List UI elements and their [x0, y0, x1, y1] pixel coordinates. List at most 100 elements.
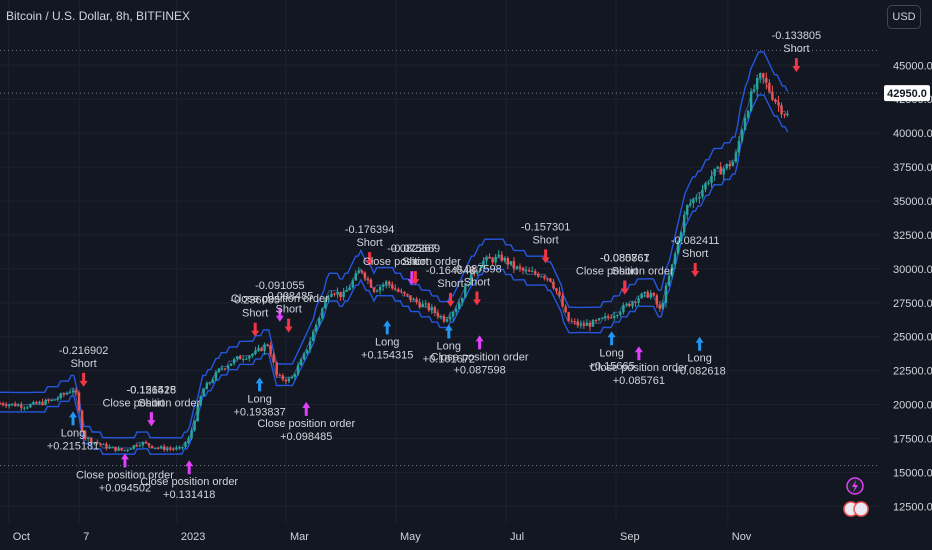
candle-body: [184, 442, 187, 448]
candle-body: [676, 241, 680, 254]
candle-body: [312, 331, 315, 342]
candle-body: [603, 316, 607, 318]
trade-value: +0.094502: [99, 482, 151, 494]
candle-body: [187, 438, 190, 443]
price-tick-label: 37500.0: [893, 162, 932, 174]
trade-marker-short: Short-0.098485: [264, 291, 314, 333]
candle-body: [369, 279, 373, 288]
arrow-up-icon: [634, 346, 643, 361]
candle-body: [77, 392, 81, 411]
arrow-up-icon: [383, 320, 392, 335]
candle-body: [263, 344, 266, 352]
candle-body: [670, 264, 674, 277]
candle-body: [573, 321, 576, 323]
candle-body: [14, 403, 17, 407]
arrow-up-icon: [120, 453, 129, 468]
candle-body: [448, 316, 452, 320]
trade-label: Short: [402, 256, 428, 268]
arrow-down-icon: [79, 372, 88, 387]
candle-body: [564, 306, 567, 313]
candle-body: [132, 445, 136, 449]
trade-marker-close: Close position order-0.091055: [231, 280, 329, 322]
candle-body: [524, 270, 528, 272]
trade-label: Long: [687, 353, 711, 365]
candle-body: [239, 356, 242, 360]
candle-body: [266, 344, 269, 346]
candle-body: [172, 448, 175, 450]
candle-body: [315, 324, 318, 332]
candle-body: [351, 280, 354, 288]
trade-label: Short: [532, 234, 558, 246]
candle-body: [424, 303, 427, 305]
candle-body: [619, 312, 622, 315]
time-axis[interactable]: Oct 7 2023 Mar May Jul Sep Nov: [13, 531, 752, 543]
candle-body: [166, 448, 169, 451]
candle-body: [704, 183, 707, 190]
candle-body: [570, 320, 573, 322]
candle-body: [430, 307, 434, 311]
candle-body: [661, 303, 665, 309]
candle-body: [366, 278, 370, 280]
currency-button[interactable]: USD: [887, 5, 921, 29]
time-tick-label: May: [400, 531, 421, 543]
trade-marker-long: Long+0.215181: [47, 411, 99, 452]
candle-body: [47, 399, 50, 401]
arrow-up-icon: [695, 336, 704, 351]
candle-body: [509, 261, 513, 265]
price-tick-label: 20000.0: [893, 400, 932, 412]
candle-body: [360, 270, 364, 273]
candle-body: [7, 404, 11, 407]
trade-marker-short: Short-0.082411: [671, 235, 720, 277]
candle-body: [339, 291, 342, 298]
candle-body: [421, 303, 424, 308]
candle-body: [540, 276, 543, 278]
trade-label: Short: [356, 237, 382, 249]
trade-label: Long: [61, 427, 85, 439]
candle-body: [403, 291, 406, 294]
candle-body: [80, 410, 84, 432]
candle-body: [65, 392, 69, 395]
candle-body: [38, 401, 41, 404]
trade-marker-close: Close position order+0.131418: [140, 460, 238, 501]
candle-body: [667, 276, 671, 286]
trade-value: -0.098485: [264, 291, 314, 303]
candle-body: [622, 304, 625, 313]
trade-marker-short: Short-0.236085: [230, 295, 280, 337]
candle-body: [567, 312, 570, 321]
candle-body: [117, 448, 120, 451]
candle-body: [473, 271, 476, 274]
candle-body: [211, 379, 215, 383]
candle-body: [330, 293, 333, 297]
candle-body: [521, 268, 525, 271]
last-price-text: 42950.0: [887, 88, 927, 100]
trade-label: Short: [612, 266, 638, 278]
price-tick-label: 17500.0: [893, 434, 932, 446]
candle-body: [348, 287, 351, 291]
candle-body: [129, 448, 132, 450]
candle-body: [254, 350, 257, 354]
candle-body: [68, 392, 72, 394]
trade-value: -0.176394: [345, 224, 395, 236]
trade-label: Close position order: [102, 397, 200, 409]
price-axis[interactable]: 45000.042500.040000.037500.035000.032500…: [893, 60, 932, 513]
candle-body: [363, 272, 367, 279]
candle-body: [786, 113, 789, 115]
trade-label: Short: [275, 304, 301, 316]
candle-body: [375, 290, 379, 292]
price-tick-label: 22500.0: [893, 366, 932, 378]
trade-marker-close: Close position order+0.085761: [590, 346, 688, 387]
price-tick-label: 15000.0: [893, 467, 932, 479]
candle-body: [725, 163, 728, 169]
candle-body: [637, 298, 640, 303]
trade-label: Close position order: [590, 362, 688, 374]
trade-label: Short: [138, 397, 164, 409]
candle-body: [232, 359, 236, 364]
trade-value: +0.082618: [673, 366, 725, 378]
time-tick-label: Jul: [510, 531, 524, 543]
candle-body: [96, 442, 99, 444]
candle-body: [752, 89, 756, 92]
candle-body: [381, 284, 385, 287]
candle-body: [543, 276, 546, 279]
candle-body: [220, 368, 224, 370]
